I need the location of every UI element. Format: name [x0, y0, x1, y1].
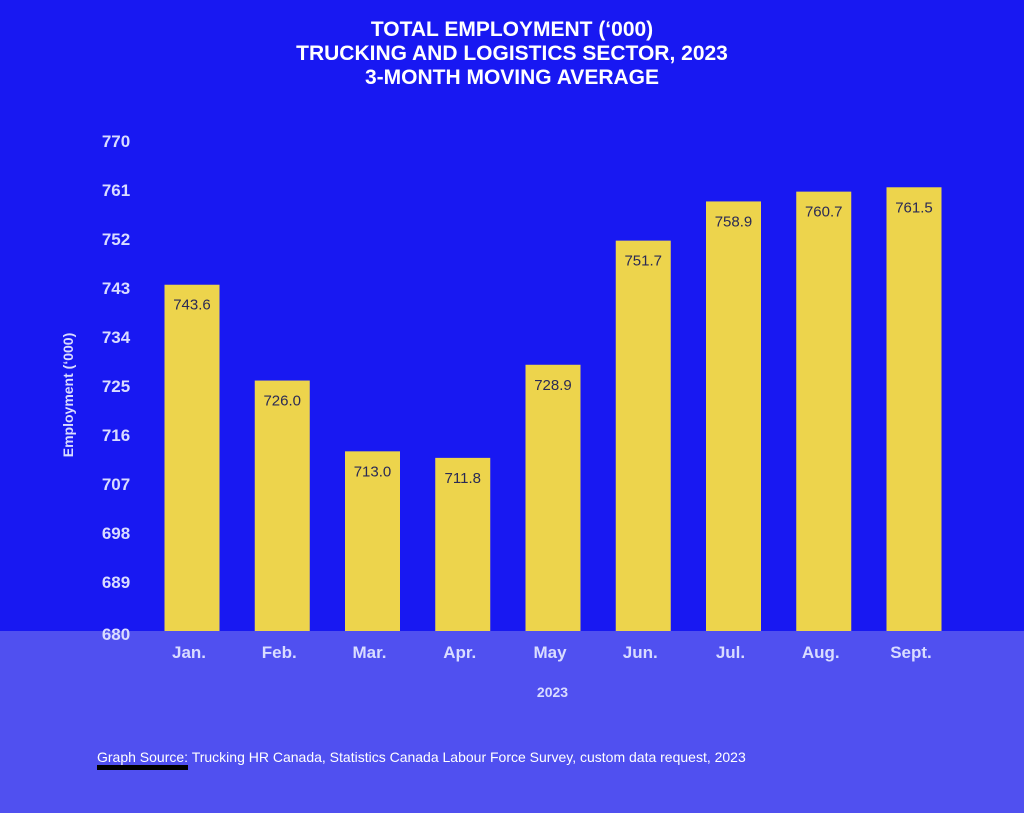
chart-title: TOTAL EMPLOYMENT (‘000) TRUCKING AND LOG…: [0, 18, 1024, 90]
y-tick-label: 689: [102, 573, 130, 592]
bar-jun: [615, 240, 671, 631]
x-tick-label: Jul.: [716, 643, 745, 662]
x-tick-label: Sept.: [890, 643, 932, 662]
chart-title-line-1: TOTAL EMPLOYMENT (‘000): [370, 18, 654, 41]
y-tick-label: 725: [102, 377, 130, 396]
bar-aug: [796, 191, 852, 631]
x-axis-title: 2023: [536, 684, 569, 700]
x-tick-label: May: [533, 643, 567, 662]
x-tick-label: Jan.: [172, 643, 206, 662]
y-tick-label: 761: [102, 181, 130, 200]
graph-source: Graph Source: Trucking HR Canada, Statis…: [97, 749, 746, 770]
footer-background: [0, 631, 1024, 813]
bar-apr: [435, 457, 491, 631]
y-tick-label: 707: [102, 475, 130, 494]
bar-value-label: 761.5: [895, 199, 933, 216]
y-tick-label: 752: [102, 230, 130, 249]
graph-source-prefix: Graph Source:: [97, 749, 189, 770]
bar-feb: [254, 380, 310, 631]
bar-value-label: 751.7: [624, 253, 662, 270]
y-tick-label: 680: [102, 625, 130, 644]
bar-jul: [706, 201, 761, 631]
y-tick-label: 716: [102, 426, 130, 445]
x-tick-label: Jun.: [623, 643, 658, 662]
bar-mar: [345, 451, 400, 631]
bar-jan: [164, 284, 220, 631]
bar-value-label: 758.9: [715, 213, 753, 230]
bar-may: [525, 364, 581, 631]
bar-value-label: 726.0: [263, 393, 301, 410]
x-tick-label: Apr.: [443, 643, 476, 662]
bar-value-label: 760.7: [805, 204, 843, 221]
bar-value-label: 711.8: [445, 470, 481, 487]
bar-value-label: 713.0: [354, 463, 392, 480]
graph-source-text: Trucking HR Canada, Statistics Canada La…: [188, 749, 746, 765]
x-tick-label: Aug.: [802, 643, 840, 662]
bar-value-label: 728.9: [534, 377, 572, 394]
x-tick-label: Mar.: [352, 643, 386, 662]
bar-sept: [886, 187, 942, 631]
y-tick-label: 770: [102, 132, 130, 151]
bar-value-label: 743.6: [173, 297, 211, 314]
y-tick-label: 734: [102, 328, 131, 347]
chart-title-line-3: 3-MONTH MOVING AVERAGE: [364, 66, 659, 89]
y-axis-title: Employment (‘000): [60, 332, 76, 458]
y-tick-label: 743: [102, 279, 130, 298]
chart-title-line-2: TRUCKING AND LOGISTICS SECTOR, 2023: [296, 42, 728, 65]
y-tick-label: 698: [102, 524, 130, 543]
x-tick-label: Feb.: [262, 643, 297, 662]
